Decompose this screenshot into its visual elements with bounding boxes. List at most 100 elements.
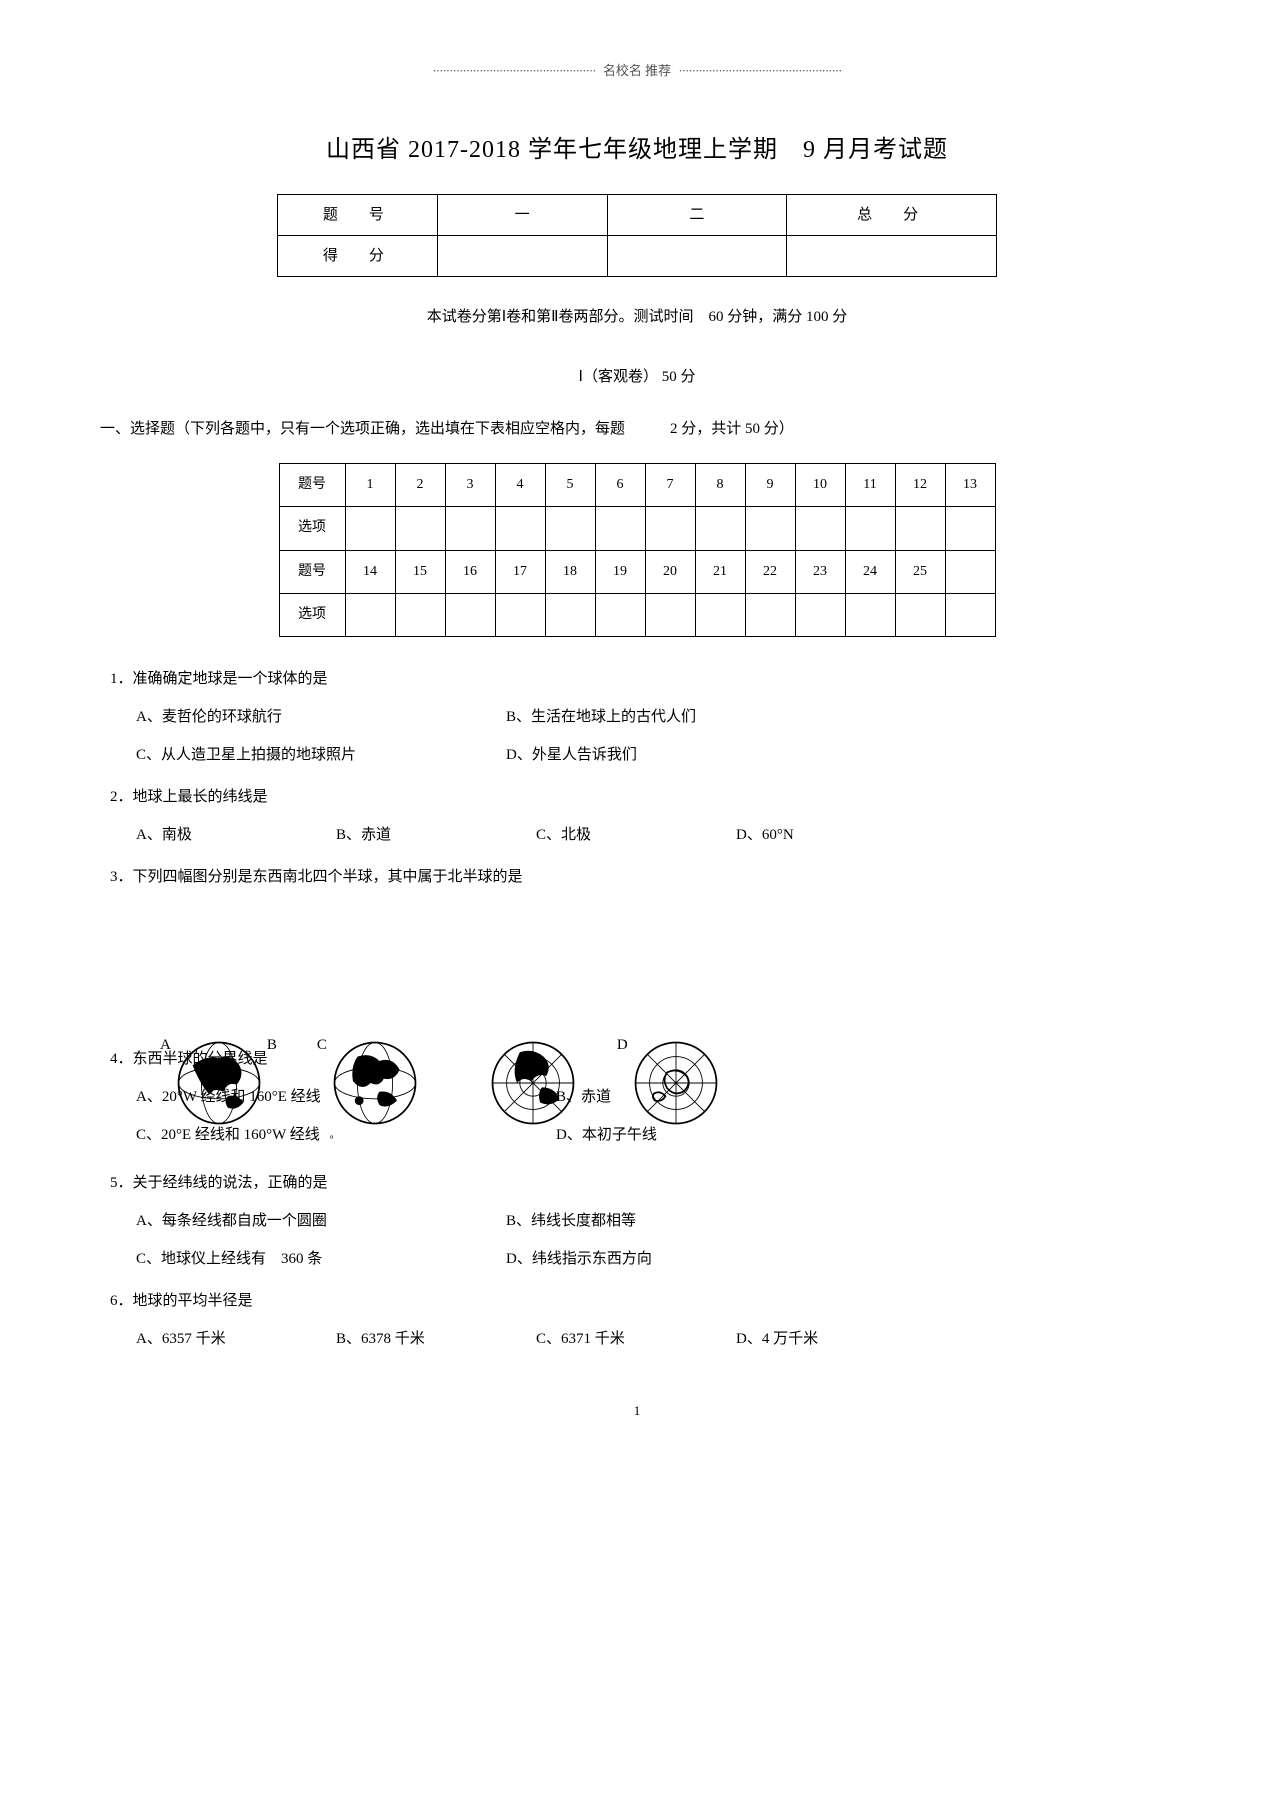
answer-qnum-cell: 12 <box>895 463 945 506</box>
q1-options: A、麦哲伦的环球航行 B、生活在地球上的古代人们 C、从人造卫星上拍摄的地球照片… <box>110 705 1164 767</box>
q4-opt-c: C、20°E 经线和 160°W 经线 。 <box>136 1123 556 1147</box>
q5-stem: 5．关于经纬线的说法，正确的是 <box>110 1171 1164 1195</box>
answer-choice-cell <box>695 507 745 550</box>
answer-qnum-cell <box>945 550 995 593</box>
q4-opt-c-dot: 。 <box>324 1130 340 1141</box>
score-col-total-value <box>787 235 997 276</box>
answer-qnum-cell: 16 <box>445 550 495 593</box>
q6-opt-b: B、6378 千米 <box>336 1327 536 1351</box>
score-table-wrap: 题 号 一 二 总 分 得 分 <box>110 194 1164 277</box>
q6-stem: 6．地球的平均半径是 <box>110 1289 1164 1313</box>
answer-choice-cell <box>695 593 745 636</box>
answer-choice-cell <box>395 593 445 636</box>
answer-qnum-cell: 2 <box>395 463 445 506</box>
score-col-one-value <box>437 235 607 276</box>
answer-choice-cell <box>945 593 995 636</box>
score-col-one-header: 一 <box>437 194 607 235</box>
q5-options: A、每条经线都自成一个圆圈 B、纬线长度都相等 C、地球仪上经线有 360 条 … <box>110 1209 1164 1271</box>
table-row: 题号 14 15 16 17 18 19 20 21 22 23 24 25 <box>279 550 995 593</box>
answer-qnum-cell: 5 <box>545 463 595 506</box>
answer-choice-cell <box>745 507 795 550</box>
answer-qnum-cell: 4 <box>495 463 545 506</box>
q5-opt-d: D、纬线指示东西方向 <box>506 1247 1164 1271</box>
answer-choice-cell <box>345 507 395 550</box>
answer-choice-cell <box>645 593 695 636</box>
answer-qnum-cell: 21 <box>695 550 745 593</box>
answer-choice-cell <box>495 593 545 636</box>
q1-opt-b: B、生活在地球上的古代人们 <box>506 705 1164 729</box>
answer-choice-cell <box>895 593 945 636</box>
answer-qnum-cell: 17 <box>495 550 545 593</box>
answer-qnum-cell: 6 <box>595 463 645 506</box>
answer-choice-cell <box>845 593 895 636</box>
q2-opt-a: A、南极 <box>136 823 336 847</box>
answer-qnum-cell: 13 <box>945 463 995 506</box>
answer-choice-cell <box>945 507 995 550</box>
answer-qnum-cell: 23 <box>795 550 845 593</box>
exam-info-line: 本试卷分第Ⅰ卷和第Ⅱ卷两部分。测试时间 60 分钟，满分 100 分 <box>110 305 1164 329</box>
score-col-total-header: 总 分 <box>787 194 997 235</box>
answer-qnum-cell: 18 <box>545 550 595 593</box>
answer-qnum-cell: 14 <box>345 550 395 593</box>
score-col-two-value <box>607 235 787 276</box>
score-col-two-header: 二 <box>607 194 787 235</box>
table-row: 选项 <box>279 507 995 550</box>
answer-label-qnum: 题号 <box>279 550 345 593</box>
q6-opt-c: C、6371 千米 <box>536 1327 736 1351</box>
section-heading: Ⅰ（客观卷） 50 分 <box>110 365 1164 389</box>
score-label-score: 得 分 <box>278 235 438 276</box>
answer-qnum-cell: 19 <box>595 550 645 593</box>
answer-choice-cell <box>595 593 645 636</box>
answer-choice-cell <box>645 507 695 550</box>
page-title: 山西省 2017-2018 学年七年级地理上学期 9 月月考试题 <box>110 131 1164 169</box>
q1-opt-a: A、麦哲伦的环球航行 <box>136 705 506 729</box>
q2-opt-c: C、北极 <box>536 823 736 847</box>
question-6: 6．地球的平均半径是 A、6357 千米 B、6378 千米 C、6371 千米… <box>110 1289 1164 1351</box>
q4-stem: 4．东西半球的分界线是 <box>110 1047 1164 1071</box>
answer-choice-cell <box>445 507 495 550</box>
answer-qnum-cell: 9 <box>745 463 795 506</box>
answer-label-choice: 选项 <box>279 507 345 550</box>
answer-label-choice: 选项 <box>279 593 345 636</box>
q6-opt-a: A、6357 千米 <box>136 1327 336 1351</box>
answer-table: 题号 1 2 3 4 5 6 7 8 9 10 11 12 13 选项 <box>279 463 996 638</box>
q5-opt-a: A、每条经线都自成一个圆圈 <box>136 1209 506 1233</box>
answer-qnum-cell: 22 <box>745 550 795 593</box>
answer-choice-cell <box>845 507 895 550</box>
answer-qnum-cell: 25 <box>895 550 945 593</box>
table-row: 题号 1 2 3 4 5 6 7 8 9 10 11 12 13 <box>279 463 995 506</box>
section-instruction: 一、选择题（下列各题中，只有一个选项正确，选出填在下表相应空格内，每题 2 分，… <box>100 417 1164 441</box>
answer-choice-cell <box>445 593 495 636</box>
answer-qnum-cell: 24 <box>845 550 895 593</box>
q2-opt-d: D、60°N <box>736 823 936 847</box>
q5-opt-c: C、地球仪上经线有 360 条 <box>136 1247 506 1271</box>
answer-choice-cell <box>545 507 595 550</box>
answer-choice-cell <box>745 593 795 636</box>
answer-choice-cell <box>595 507 645 550</box>
q2-stem: 2．地球上最长的纬线是 <box>110 785 1164 809</box>
header-rule-text: 名校名 推荐 <box>599 61 675 82</box>
answer-qnum-cell: 7 <box>645 463 695 506</box>
answer-qnum-cell: 20 <box>645 550 695 593</box>
table-row: 选项 <box>279 593 995 636</box>
question-5: 5．关于经纬线的说法，正确的是 A、每条经线都自成一个圆圈 B、纬线长度都相等 … <box>110 1171 1164 1271</box>
q4-opt-c-text: C、20°E 经线和 160°W 经线 <box>136 1127 320 1143</box>
answer-choice-cell <box>545 593 595 636</box>
q4-opt-d: D、本初子午线 <box>556 1123 1164 1147</box>
q2-options: A、南极 B、赤道 C、北极 D、60°N <box>110 823 1164 847</box>
answer-label-qnum: 题号 <box>279 463 345 506</box>
q1-stem: 1．准确确定地球是一个球体的是 <box>110 667 1164 691</box>
answer-qnum-cell: 8 <box>695 463 745 506</box>
question-1: 1．准确确定地球是一个球体的是 A、麦哲伦的环球航行 B、生活在地球上的古代人们… <box>110 667 1164 767</box>
answer-qnum-cell: 1 <box>345 463 395 506</box>
q4-opt-b: B、赤道 <box>556 1085 1164 1109</box>
q1-opt-c: C、从人造卫星上拍摄的地球照片 <box>136 743 506 767</box>
q2-opt-b: B、赤道 <box>336 823 536 847</box>
header-rule: ········································… <box>110 60 1164 81</box>
question-3: 3．下列四幅图分别是东西南北四个半球，其中属于北半球的是 <box>110 865 1164 889</box>
header-dots-right: ········································… <box>678 61 841 82</box>
answer-choice-cell <box>795 507 845 550</box>
page-number: 1 <box>110 1401 1164 1422</box>
answer-qnum-cell: 11 <box>845 463 895 506</box>
answer-choice-cell <box>895 507 945 550</box>
